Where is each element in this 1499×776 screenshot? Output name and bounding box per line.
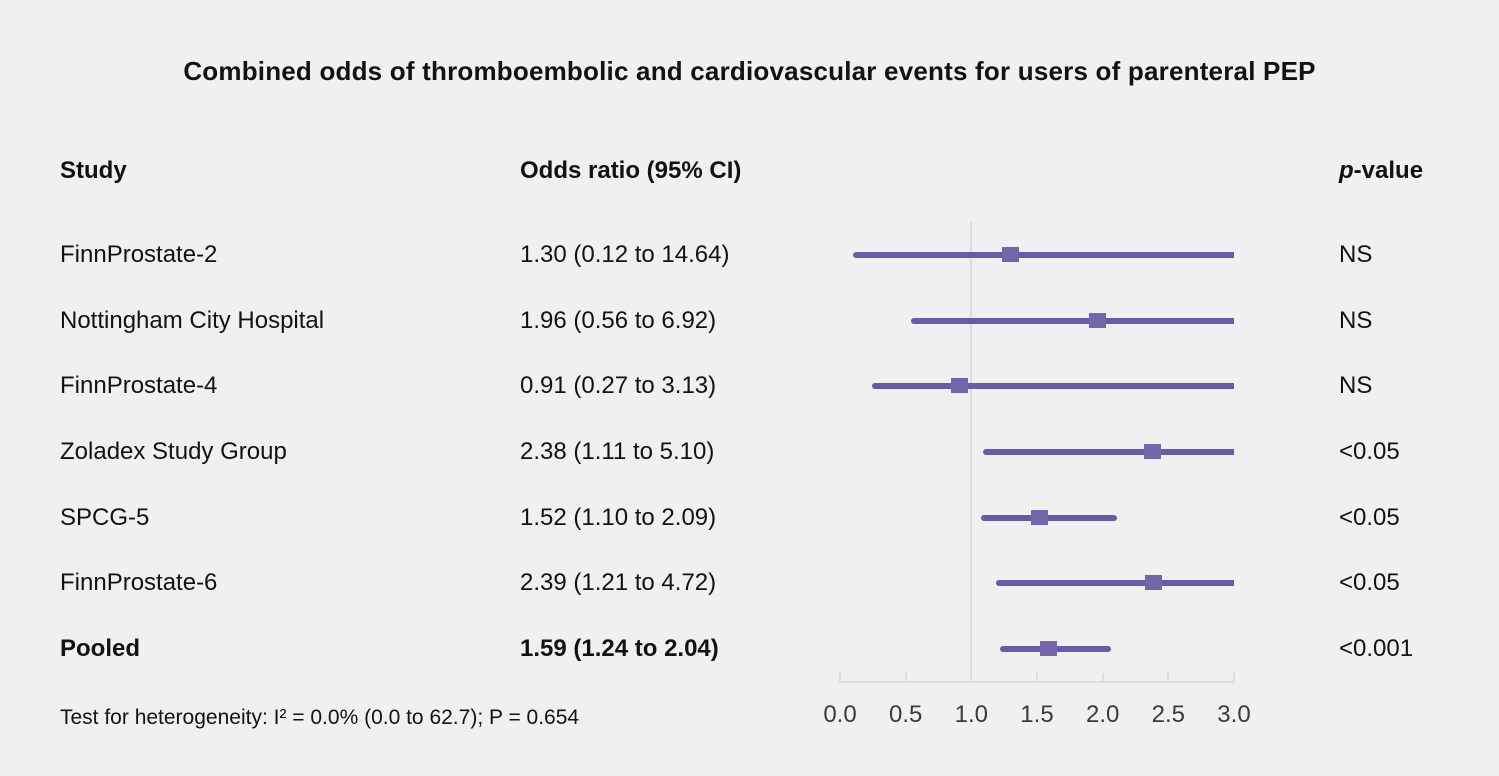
study-label: FinnProstate-6: [60, 569, 218, 597]
odds-ratio-ci-text: 1.96 (0.56 to 6.92): [520, 306, 717, 334]
study-label: FinnProstate-2: [60, 241, 218, 268]
x-axis-tick-label: 0.0: [823, 701, 857, 728]
column-header-study: Study: [60, 157, 127, 184]
p-value-text: NS: [1339, 241, 1373, 268]
forest-row: Zoladex Study Group 2.38 (1.11 to 5.10) …: [0, 435, 1499, 469]
x-axis-tick-label: 3.0: [1217, 701, 1251, 728]
odds-ratio-ci-text: 2.39 (1.21 to 4.72): [520, 569, 717, 597]
p-value-text: NS: [1339, 306, 1373, 334]
odds-ratio-ci-text: 1.30 (0.12 to 14.64): [520, 241, 730, 268]
confidence-interval-line: [910, 317, 1234, 324]
forest-row: Nottingham City Hospital 1.96 (0.56 to 6…: [0, 304, 1499, 338]
p-value-header-italic-p: p: [1339, 157, 1354, 184]
study-label: Nottingham City Hospital: [60, 306, 325, 334]
x-axis-tick-label: 0.5: [888, 701, 923, 728]
x-axis-tick: [1035, 673, 1038, 681]
page-title: Combined odds of thromboembolic and card…: [183, 56, 1316, 86]
x-axis-tick-label: 1.5: [1020, 701, 1054, 728]
x-axis-tick: [1232, 673, 1235, 681]
p-value-text: <0.001: [1339, 635, 1414, 663]
x-axis-tick: [904, 673, 907, 681]
odds-ratio-ci-text: 1.59 (1.24 to 2.04): [520, 635, 719, 663]
odds-ratio-ci-text: 1.52 (1.10 to 2.09): [520, 503, 717, 531]
x-axis-tick-label: 1.0: [954, 701, 989, 728]
odds-ratio-marker: [1040, 641, 1058, 657]
p-value-header-rest: -value: [1353, 157, 1424, 184]
confidence-interval-line: [981, 514, 1118, 521]
study-label: FinnProstate-4: [60, 372, 218, 400]
forest-row-pooled: Pooled 1.59 (1.24 to 2.04) <0.001: [0, 632, 1499, 666]
odds-ratio-marker: [1144, 444, 1162, 459]
odds-ratio-marker: [951, 378, 968, 394]
x-axis-tick-label: 2.5: [1151, 701, 1185, 728]
confidence-interval-line: [852, 252, 1234, 258]
reference-line-or-1: [970, 222, 972, 682]
confidence-interval-line: [872, 383, 1234, 390]
study-label: Pooled: [60, 635, 141, 663]
forest-row: SPCG-5 1.52 (1.10 to 2.09) <0.05: [0, 501, 1499, 535]
confidence-interval-line: [995, 580, 1234, 587]
forest-row: FinnProstate-2 1.30 (0.12 to 14.64) NS: [0, 238, 1499, 272]
odds-ratio-marker: [1145, 575, 1163, 591]
p-value-text: NS: [1339, 372, 1373, 400]
p-value-text: <0.05: [1339, 569, 1400, 597]
x-axis-tick: [970, 673, 973, 681]
study-label: SPCG-5: [60, 503, 150, 531]
x-axis-line: [839, 681, 1235, 683]
column-header-p-value: p-value: [1339, 154, 1423, 188]
p-value-text: <0.05: [1339, 438, 1400, 465]
odds-ratio-marker: [1031, 509, 1049, 525]
odds-ratio-marker: [1088, 312, 1106, 328]
x-axis-tick: [1101, 673, 1104, 681]
p-value-text: <0.05: [1339, 503, 1400, 531]
forest-row: FinnProstate-4 0.91 (0.27 to 3.13) NS: [0, 369, 1499, 403]
confidence-interval-line: [982, 449, 1234, 455]
forest-row: FinnProstate-6 2.39 (1.21 to 4.72) <0.05: [0, 566, 1499, 600]
odds-ratio-ci-text: 2.38 (1.11 to 5.10): [520, 438, 715, 465]
x-axis-tick: [1167, 673, 1170, 681]
column-header-odds-ratio: Odds ratio (95% CI): [520, 157, 742, 184]
odds-ratio-ci-text: 0.91 (0.27 to 3.13): [520, 372, 717, 400]
odds-ratio-marker: [1002, 247, 1020, 262]
x-axis-tick-label: 2.0: [1085, 701, 1120, 728]
heterogeneity-footnote: Test for heterogeneity: I² = 0.0% (0.0 t…: [60, 706, 580, 729]
x-axis-tick: [839, 673, 841, 681]
study-label: Zoladex Study Group: [60, 438, 287, 465]
